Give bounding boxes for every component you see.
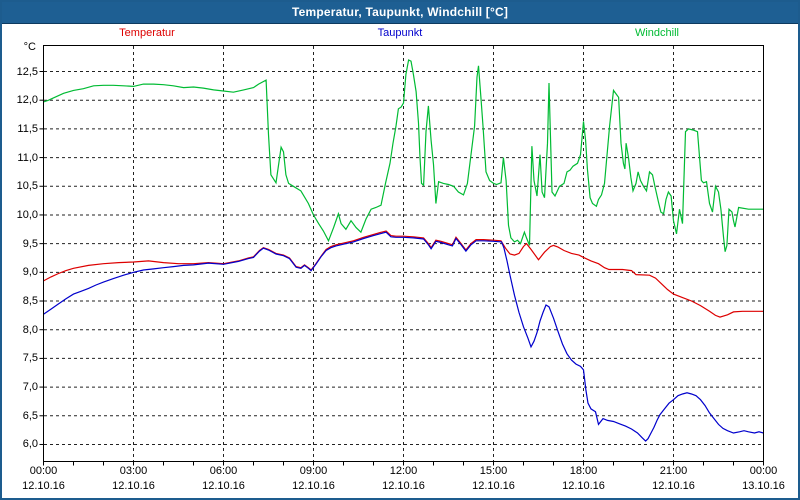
y-tick-label: 11,0 (17, 151, 38, 164)
x-tick-date: 12.10.16 (202, 480, 245, 492)
y-tick-label: 12,0 (16, 94, 38, 107)
y-tick-label: 6,5 (22, 409, 38, 422)
y-tick-label: 8,5 (22, 295, 38, 308)
y-tick-label: 12,5 (16, 65, 38, 78)
x-tick-time: 00:00 (29, 465, 58, 477)
y-tick-label: 6,0 (22, 438, 38, 451)
x-tick-date: 12.10.16 (472, 480, 515, 492)
y-tick-label: 9,5 (22, 237, 38, 250)
legend-temperatur: Temperatur (119, 27, 175, 39)
y-tick-label: 7,5 (22, 352, 38, 365)
x-tick-time: 21:00 (659, 465, 688, 477)
series-taupunkt (43, 231, 764, 442)
window-title: Temperatur, Taupunkt, Windchill [°C] (291, 5, 509, 19)
y-axis-unit-label: °C (23, 41, 36, 53)
x-tick-date: 13.10.16 (742, 480, 785, 492)
y-tick-label: 11,5 (17, 122, 38, 135)
x-tick-time: 00:00 (749, 465, 778, 477)
series-windchill (43, 59, 764, 252)
x-tick-time: 09:00 (299, 465, 328, 477)
plot-border (43, 45, 764, 462)
x-tick-time: 03:00 (119, 465, 148, 477)
x-tick-date: 12.10.16 (562, 480, 605, 492)
y-tick-label: 10,5 (16, 180, 38, 193)
x-tick-time: 15:00 (479, 465, 508, 477)
y-tick-label: 10,0 (16, 208, 38, 221)
y-tick-label: 8,0 (22, 323, 38, 336)
x-tick-date: 12.10.16 (112, 480, 155, 492)
x-tick-date: 12.10.16 (292, 480, 335, 492)
x-tick-date: 12.10.16 (652, 480, 695, 492)
x-tick-time: 06:00 (209, 465, 238, 477)
y-tick-label: 7,0 (22, 381, 38, 394)
x-tick-time: 18:00 (569, 465, 598, 477)
x-tick-date: 12.10.16 (382, 480, 425, 492)
x-tick-date: 12.10.16 (22, 480, 65, 492)
y-tick-label: 9,0 (22, 266, 38, 279)
x-tick-time: 12:00 (389, 465, 418, 477)
window-titlebar: Temperatur, Taupunkt, Windchill [°C] (2, 2, 798, 24)
legend-taupunkt: Taupunkt (377, 27, 423, 39)
legend-windchill: Windchill (634, 27, 679, 39)
